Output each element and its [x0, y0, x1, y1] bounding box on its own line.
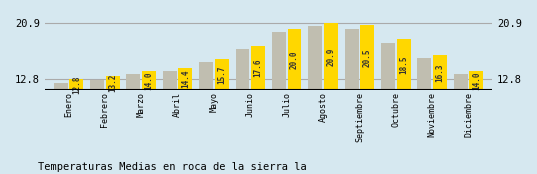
Bar [54, 82, 68, 168]
Bar [324, 23, 338, 168]
Text: 14.0: 14.0 [472, 71, 481, 90]
Text: 13.2: 13.2 [108, 74, 117, 93]
Bar [417, 58, 431, 168]
Bar [433, 55, 447, 168]
Bar [178, 68, 192, 168]
Bar [345, 29, 359, 168]
Bar [215, 59, 229, 168]
Bar [90, 80, 104, 168]
Bar [199, 62, 213, 168]
Bar [69, 79, 83, 168]
Bar [397, 39, 410, 168]
Bar [308, 26, 322, 168]
Bar [469, 71, 483, 168]
Text: 15.7: 15.7 [217, 65, 226, 84]
Bar [360, 25, 374, 168]
Text: 16.3: 16.3 [436, 63, 445, 82]
Bar [288, 29, 301, 168]
Text: 12.8: 12.8 [72, 75, 81, 94]
Text: 20.9: 20.9 [326, 47, 336, 66]
Bar [251, 46, 265, 168]
Text: 17.6: 17.6 [253, 59, 263, 77]
Text: 14.0: 14.0 [144, 71, 154, 90]
Bar [127, 74, 140, 168]
Text: 14.4: 14.4 [181, 70, 190, 88]
Bar [454, 74, 468, 168]
Text: Temperaturas Medias en roca de la sierra la: Temperaturas Medias en roca de la sierra… [38, 162, 306, 172]
Text: 18.5: 18.5 [399, 56, 408, 74]
Bar [236, 49, 249, 168]
Bar [163, 71, 177, 168]
Text: 20.5: 20.5 [362, 49, 372, 67]
Bar [106, 76, 120, 168]
Bar [142, 71, 156, 168]
Bar [272, 32, 286, 168]
Bar [381, 43, 395, 168]
Text: 20.0: 20.0 [290, 50, 299, 69]
